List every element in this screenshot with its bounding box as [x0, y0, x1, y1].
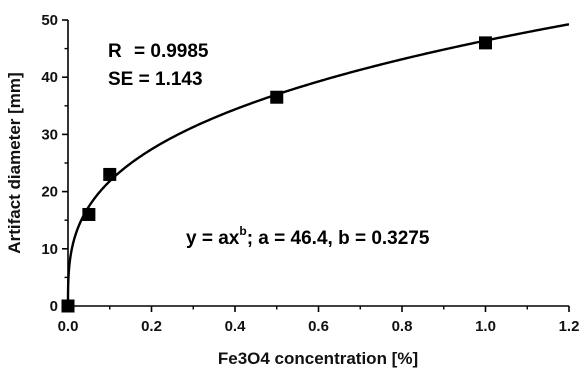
x-axis-title: Fe3O4 concentration [%] [218, 349, 418, 368]
data-point [479, 36, 492, 50]
data-point [82, 207, 96, 221]
data-point [270, 90, 284, 104]
y-tick-label: 0 [50, 298, 58, 315]
y-tick-label: 50 [41, 12, 58, 29]
x-tick-label: 0.8 [392, 318, 413, 335]
x-tick-label: 0.2 [141, 318, 162, 335]
x-tick-label: 0.0 [58, 318, 79, 335]
y-tick-label: 10 [41, 241, 58, 258]
data-markers [61, 36, 492, 313]
x-tick-label: 1.2 [559, 318, 580, 335]
y-tick-label: 40 [41, 69, 58, 86]
r-value: = 0.9985 [134, 41, 209, 62]
x-tick-label: 0.6 [308, 318, 329, 335]
x-tick-label: 1.0 [475, 318, 496, 335]
data-point [61, 299, 75, 313]
tick-labels: 0.0 0.2 0.4 0.6 0.8 1.0 1.2 0 10 20 30 40 50 [41, 12, 579, 335]
y-tick-label: 30 [41, 126, 58, 143]
fit-curve [66, 23, 570, 306]
x-tick-label: 0.4 [225, 318, 247, 335]
y-axis-title: Artifact diameter [mm] [5, 72, 24, 253]
equation-lhs: y = ax [186, 228, 240, 249]
y-tick-label: 20 [41, 184, 58, 201]
fit-equation: y = axb; a = 46.4, b = 0.3275 [186, 224, 430, 249]
data-point [103, 167, 117, 181]
tick-marks [62, 19, 570, 312]
equation-parameters: ; a = 46.4, b = 0.3275 [247, 228, 430, 249]
equation-exponent: b [239, 224, 246, 238]
axes [67, 20, 569, 307]
se-annotation: SE = 1.143 [108, 69, 203, 90]
r-label: R [108, 41, 122, 62]
